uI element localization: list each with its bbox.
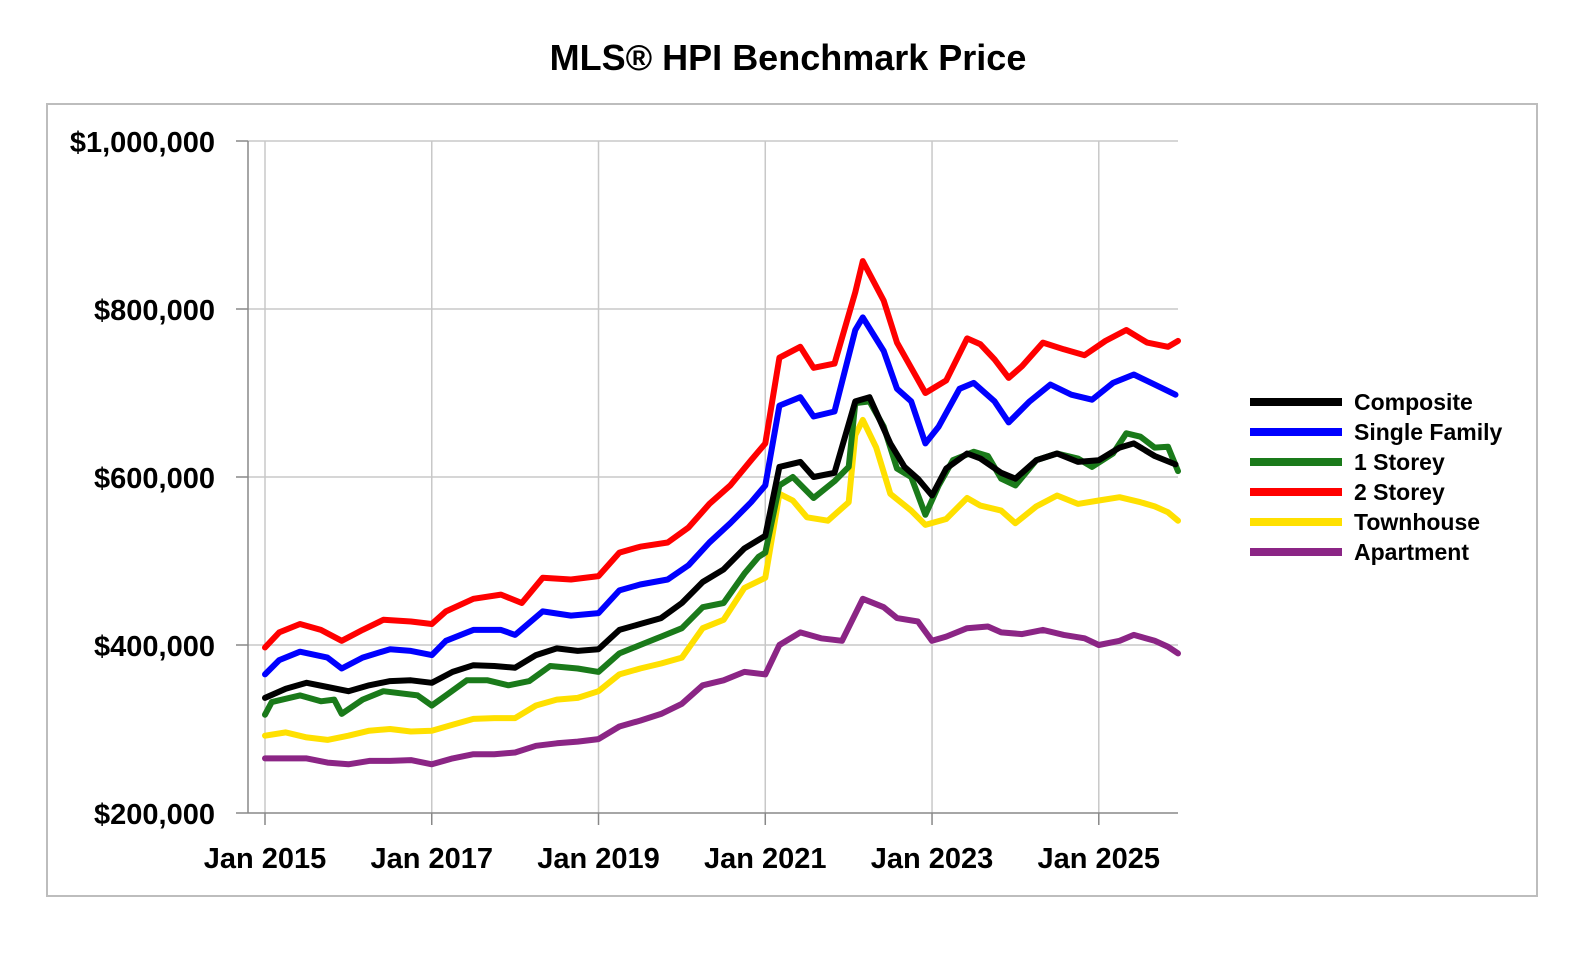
series-line-2-storey (262, 258, 1181, 651)
legend-label-apartment: Apartment (1354, 539, 1469, 565)
legend-label-composite: Composite (1354, 389, 1473, 415)
y-tick-label: $800,000 (94, 295, 215, 327)
chart-title: MLS® HPI Benchmark Price (550, 37, 1027, 78)
x-tick-label: Jan 2025 (1038, 843, 1161, 875)
grid-layer (248, 140, 1178, 813)
x-tick-label: Jan 2021 (704, 843, 827, 875)
axis-layer: $200,000 $400,000 $600,000 $800,000 $1,000,0… (70, 127, 1178, 875)
legend-label-townhouse: Townhouse (1354, 509, 1480, 535)
series-line-apartment (262, 595, 1181, 768)
series-line-townhouse (262, 416, 1181, 743)
y-tick-label: $200,000 (94, 799, 215, 831)
series-line-1-storey (262, 398, 1181, 718)
y-tick-label: $400,000 (94, 631, 215, 663)
legend-label-1-storey: 1 Storey (1354, 449, 1445, 475)
y-tick-label: $600,000 (94, 463, 215, 495)
series-layer (262, 258, 1181, 768)
legend-label-2-storey: 2 Storey (1354, 479, 1445, 505)
x-tick-label: Jan 2017 (370, 843, 493, 875)
chart-border (46, 103, 1538, 897)
legend: Composite Single Family 1 Storey 2 Storey To… (1250, 389, 1502, 565)
x-tick-label: Jan 2023 (871, 843, 994, 875)
series-line-composite (262, 394, 1179, 701)
series-line-single-family (262, 314, 1179, 678)
x-tick-label: Jan 2015 (204, 843, 327, 875)
y-tick-label: $1,000,000 (70, 127, 215, 159)
legend-label-single-family: Single Family (1354, 419, 1502, 445)
x-tick-label: Jan 2019 (537, 843, 660, 875)
